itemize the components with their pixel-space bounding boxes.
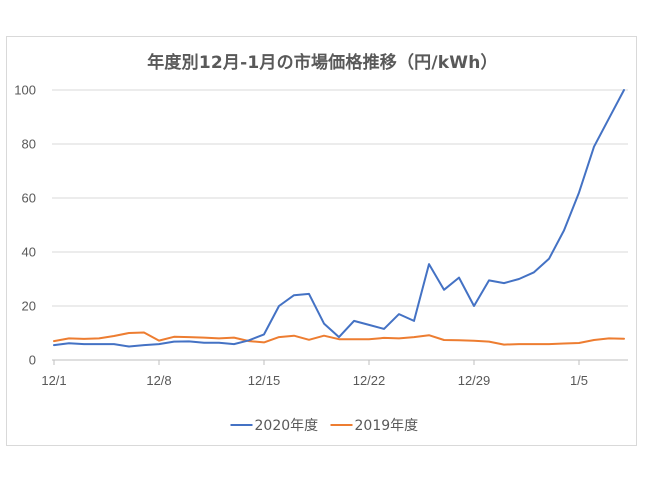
- legend-label: 2020年度: [255, 418, 319, 434]
- x-tick-label: 12/15: [248, 373, 281, 388]
- series-line: [53, 89, 625, 348]
- series-lines: [53, 89, 625, 348]
- legend: 2020年度 2019年度: [230, 418, 419, 434]
- chart-frame: [6, 36, 637, 446]
- x-tick-label: 1/5: [570, 373, 588, 388]
- y-tick-label: 80: [22, 137, 36, 152]
- y-tick-label: 20: [22, 299, 36, 314]
- gridlines: [52, 89, 628, 307]
- y-tick-label: 60: [22, 191, 36, 206]
- y-tick-label: 100: [14, 83, 36, 98]
- x-tick-label: 12/1: [41, 373, 66, 388]
- y-tick-label: 0: [29, 353, 36, 368]
- legend-label: 2019年度: [355, 418, 419, 434]
- series-line: [53, 331, 625, 346]
- chart-title: 年度別12月-1月の市場価格推移（円/kWh）: [147, 53, 498, 73]
- y-tick-label: 40: [22, 245, 36, 260]
- x-tick-label: 12/8: [146, 373, 171, 388]
- x-tick-label: 12/29: [458, 373, 491, 388]
- x-tick-label: 12/22: [353, 373, 386, 388]
- axes: 0 20 40 60 80 100 12/1 12/8 12/15 12/22 12/29 1/5: [14, 83, 628, 388]
